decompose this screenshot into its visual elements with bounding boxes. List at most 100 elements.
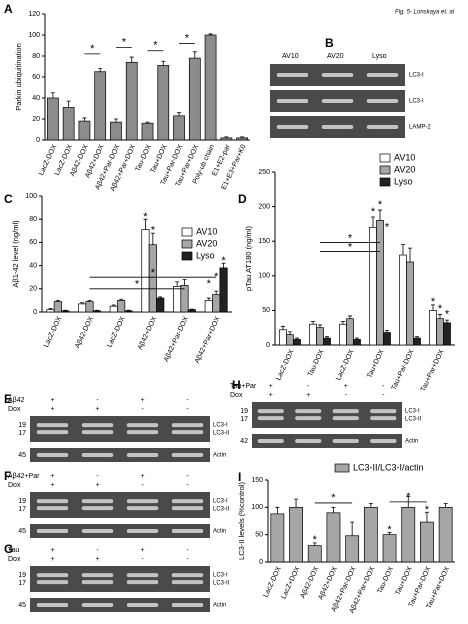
y-tick-label: 150 [258, 238, 270, 245]
bar [236, 137, 248, 141]
blot-band [171, 529, 204, 533]
y-tick-label: 150 [251, 477, 263, 484]
error-bar [192, 51, 197, 59]
y-tick-label: 60 [32, 74, 40, 81]
condition-sign: - [186, 482, 189, 489]
bar [61, 310, 70, 313]
bar [346, 318, 354, 346]
condition-sign: + [140, 547, 144, 554]
significance-star: * [406, 491, 411, 503]
blot-band [332, 409, 359, 414]
bar [286, 334, 294, 346]
bar [399, 254, 407, 346]
x-tick-label: LacZ+DOX [280, 565, 301, 600]
blot-band [257, 409, 284, 414]
error-bar [150, 232, 155, 245]
bar [369, 227, 377, 346]
error-bar [368, 503, 373, 508]
blot-band [81, 430, 114, 435]
x-tick-label: Aβ42+DOX [137, 315, 159, 351]
blot-band [171, 423, 204, 428]
error-bar [80, 302, 85, 304]
condition-label: Dox [8, 406, 21, 413]
bar [443, 322, 451, 346]
bar [85, 301, 94, 313]
blot-band [295, 439, 322, 443]
blot-band [126, 430, 159, 435]
bar [316, 327, 324, 346]
error-bar [113, 118, 118, 123]
blot-band [126, 603, 159, 607]
condition-label: Dox [8, 556, 21, 563]
bar [438, 506, 453, 563]
x-tick-label: LacZ-DOX [43, 315, 63, 348]
band-label: LC3-II [405, 417, 422, 423]
blot-band [81, 529, 114, 533]
y-tick-label: 0 [33, 309, 37, 316]
error-bar [443, 503, 448, 508]
blot-band [276, 73, 309, 77]
error-bar [224, 136, 229, 138]
error-bar [431, 304, 435, 311]
condition-sign: + [50, 397, 54, 404]
blot-band [36, 573, 69, 578]
condition-sign: + [95, 482, 99, 489]
condition-label: Dox [8, 482, 21, 489]
bar [429, 310, 437, 346]
condition-sign: - [186, 556, 189, 563]
error-bar [295, 337, 299, 340]
condition-sign: + [344, 383, 348, 390]
blot-strip [30, 598, 210, 612]
error-bar [87, 300, 92, 302]
band-label: LC3-I [213, 499, 228, 505]
bar [436, 318, 444, 346]
panel-label: E [4, 392, 12, 406]
condition-sign: - [186, 406, 189, 413]
bar [110, 121, 122, 141]
blot-band [321, 125, 354, 129]
error-bar [161, 60, 166, 66]
bar [279, 329, 287, 346]
blot-strip [30, 448, 210, 462]
condition-sign: - [141, 482, 144, 489]
error-bar [48, 308, 53, 310]
bar [204, 300, 213, 313]
panel-label: I [238, 470, 241, 484]
significance-star: * [143, 211, 148, 223]
condition-sign: - [96, 473, 99, 480]
x-tick-label: LacZ-DOX [106, 315, 126, 348]
bar [180, 284, 189, 313]
bar [125, 61, 138, 141]
mw-marker: 19 [18, 422, 26, 429]
error-bar [275, 506, 280, 514]
error-bar [82, 117, 87, 122]
x-tick-label: Tau-DOX [307, 348, 326, 377]
mw-marker: 19 [240, 408, 248, 415]
error-bar [208, 33, 213, 35]
y-tick-label: 50 [262, 307, 270, 314]
y-tick-label: 100 [251, 504, 263, 511]
x-tick-label: Tau+DOX [394, 565, 413, 596]
mw-marker: 45 [18, 452, 26, 459]
legend-swatch [379, 177, 391, 187]
condition-label: Tau [8, 547, 19, 554]
bar [124, 310, 133, 313]
error-bar [438, 314, 442, 319]
error-bar [341, 321, 345, 325]
bar [62, 107, 75, 141]
error-bar [294, 498, 299, 508]
error-bar [126, 309, 131, 311]
band-label: Actin [213, 529, 226, 535]
bar [406, 261, 414, 346]
legend-swatch [379, 165, 391, 175]
blot-band [295, 416, 322, 421]
blot-band [276, 99, 309, 103]
legend-label: AV10 [394, 152, 415, 162]
blot-band [36, 580, 69, 585]
bar [117, 300, 126, 313]
band-label: LC3-II [213, 507, 230, 513]
legend-swatch [181, 227, 193, 237]
significance-star: * [185, 32, 190, 44]
band-label: Actin [213, 603, 226, 609]
y-tick-label: 80 [32, 53, 40, 60]
